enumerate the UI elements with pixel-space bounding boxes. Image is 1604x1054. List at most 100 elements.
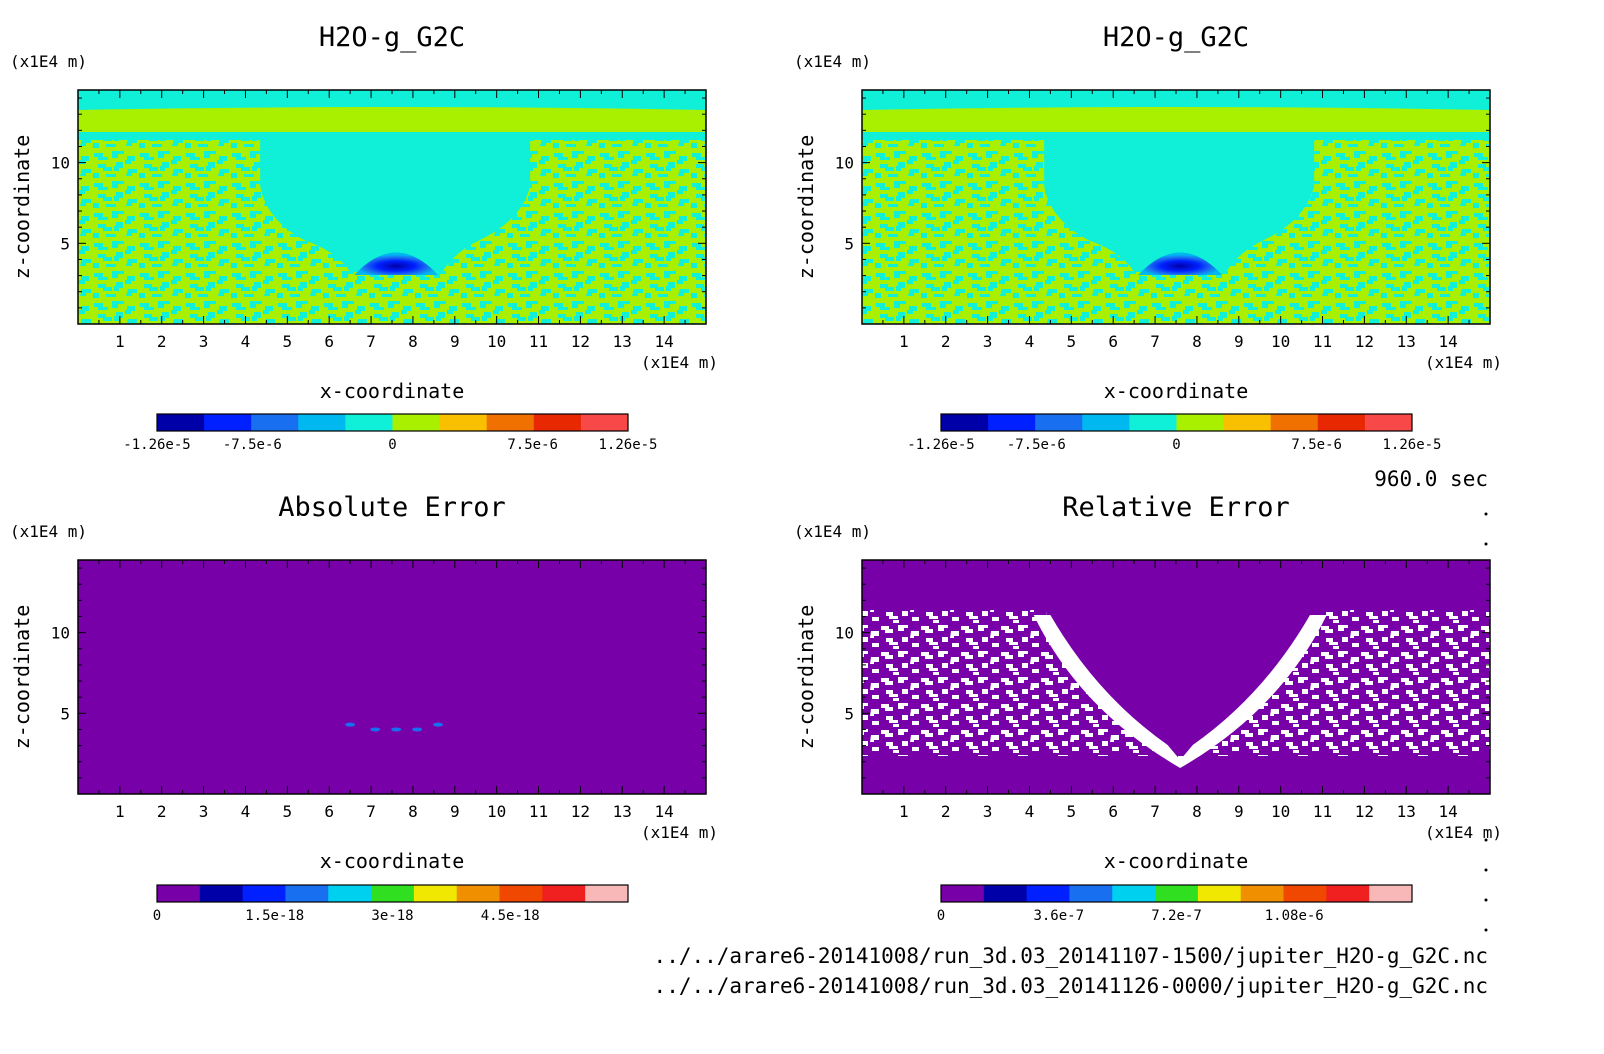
x-tick-label: 1 [115, 332, 125, 351]
colorbar-swatch [580, 414, 629, 431]
y-axis-label: z-coordinate [794, 605, 818, 750]
colorbar-swatch [371, 885, 415, 902]
colorbar-swatch [1129, 414, 1177, 431]
colorbar-swatch [1112, 885, 1156, 902]
colorbar-tick-label: -1.26e-5 [123, 437, 190, 453]
x-tick-label: 7 [1150, 802, 1160, 821]
x-tick-label: 9 [450, 802, 460, 821]
colorbar-frame [940, 413, 1413, 432]
y-tick-label: 5 [844, 704, 854, 723]
colorbar-tick-label: 0 [153, 908, 161, 924]
field-cold-blob [1138, 252, 1223, 275]
x-tick-label: 7 [366, 802, 376, 821]
colorbar-swatch [328, 885, 372, 902]
field-white-rim [1033, 615, 1327, 768]
chart-title: Absolute Error [278, 492, 506, 523]
colorbar-swatch [1176, 414, 1225, 431]
colorbar-swatch [1283, 885, 1327, 902]
colorbar-swatch [456, 885, 501, 902]
colorbar-swatch [199, 885, 244, 902]
y-axis-label: z-coordinate [10, 135, 34, 280]
colorbar-swatch [1240, 885, 1285, 902]
y-unit-label: (x1E4 m) [10, 522, 87, 541]
y-tick-label: 5 [844, 234, 854, 253]
x-tick-label: 2 [941, 802, 951, 821]
x-tick-label: 6 [324, 332, 334, 351]
margin-dot [1484, 512, 1488, 516]
x-axis-label: x-coordinate [320, 849, 465, 873]
colorbar-swatch [1270, 414, 1319, 431]
y-tick-label: 5 [60, 704, 70, 723]
x-axis-label: x-coordinate [1104, 379, 1249, 403]
x-tick-label: 5 [1067, 332, 1077, 351]
colorbar-swatch [499, 885, 543, 902]
x-unit-label: (x1E4 m) [641, 353, 718, 372]
colorbar-swatch [1026, 885, 1070, 902]
x-tick-label: 14 [655, 332, 674, 351]
colorbar-swatch [533, 414, 582, 431]
file-path-2: ../../arare6-20141008/run_3d.03_20141126… [654, 974, 1488, 998]
x-tick-label: 14 [655, 802, 674, 821]
chart-title: H2O-g_G2C [319, 22, 465, 53]
field-upper-layer [78, 107, 706, 132]
x-tick-label: 6 [1108, 802, 1118, 821]
field-error-spot [412, 727, 423, 732]
y-unit-label: (x1E4 m) [10, 52, 87, 71]
margin-dot [1484, 542, 1488, 546]
field-image [78, 90, 706, 324]
colorbar: -1.26e-5 -7.5e-6 0 7.5e-6 1.26e-5 [907, 413, 1442, 453]
colorbar-tick-label: 7.5e-6 [1291, 437, 1342, 453]
y-tick-label: 10 [835, 154, 854, 173]
x-tick-label: 1 [115, 802, 125, 821]
x-tick-label: 2 [157, 332, 167, 351]
colorbar-swatch [983, 885, 1028, 902]
x-tick-label: 13 [1397, 332, 1416, 351]
colorbar-swatch [542, 885, 586, 902]
x-axis-label: x-coordinate [1104, 849, 1249, 873]
margin-dot [1484, 928, 1488, 932]
x-tick-label: 8 [408, 332, 418, 351]
colorbar-swatch [251, 414, 299, 431]
chart-title: H2O-g_G2C [1103, 22, 1249, 53]
x-tick-label: 4 [241, 332, 251, 351]
margin-dot [1484, 868, 1488, 872]
colorbar-tick-label: -7.5e-6 [223, 437, 282, 453]
colorbar-swatch [941, 885, 985, 902]
x-tick-label: 6 [1108, 332, 1118, 351]
x-tick-label: 8 [408, 802, 418, 821]
field-image [862, 90, 1490, 324]
y-tick-label: 5 [60, 234, 70, 253]
x-tick-label: 4 [1025, 332, 1035, 351]
colorbar: 0 1.5e-18 3e-18 4.5e-18 [153, 884, 629, 924]
x-tick-label: 6 [324, 802, 334, 821]
colorbar-tick-label: 1.5e-18 [245, 908, 304, 924]
colorbar-swatch [1035, 414, 1083, 431]
field-gap [862, 132, 1490, 140]
chart-title: Relative Error [1062, 492, 1290, 523]
x-tick-label: 12 [571, 332, 590, 351]
x-tick-label: 10 [487, 332, 506, 351]
x-tick-label: 12 [571, 802, 590, 821]
colorbar-swatch [1197, 885, 1242, 902]
colorbar-tick-label: -1.26e-5 [907, 437, 974, 453]
x-tick-label: 13 [1397, 802, 1416, 821]
colorbar-swatch [413, 885, 458, 902]
y-axis-label: z-coordinate [10, 605, 34, 750]
x-tick-label: 11 [1313, 802, 1332, 821]
file-path-1: ../../arare6-20141008/run_3d.03_20141107… [654, 944, 1488, 968]
chart-panel-3: Absolute Error(x1E4 m)1 2 3 4 5 6 7 8 9 10 11 12 13 1… [10, 492, 718, 924]
colorbar-swatch [585, 885, 629, 902]
x-tick-label: 7 [366, 332, 376, 351]
field-top-band [862, 90, 1490, 110]
colorbar-swatch [1369, 885, 1413, 902]
field-error-spot [391, 727, 402, 732]
x-tick-label: 11 [529, 802, 548, 821]
x-tick-label: 10 [487, 802, 506, 821]
x-tick-label: 5 [283, 332, 293, 351]
x-tick-label: 1 [899, 332, 909, 351]
x-tick-label: 2 [941, 332, 951, 351]
chart-panel-2: H2O-g_G2C(x1E4 m)1 2 3 4 5 6 7 8 9 10 11 12 13 14(x1E… [794, 22, 1502, 453]
colorbar-swatch [439, 414, 488, 431]
x-tick-label: 8 [1192, 802, 1202, 821]
y-tick-label: 10 [51, 624, 70, 643]
